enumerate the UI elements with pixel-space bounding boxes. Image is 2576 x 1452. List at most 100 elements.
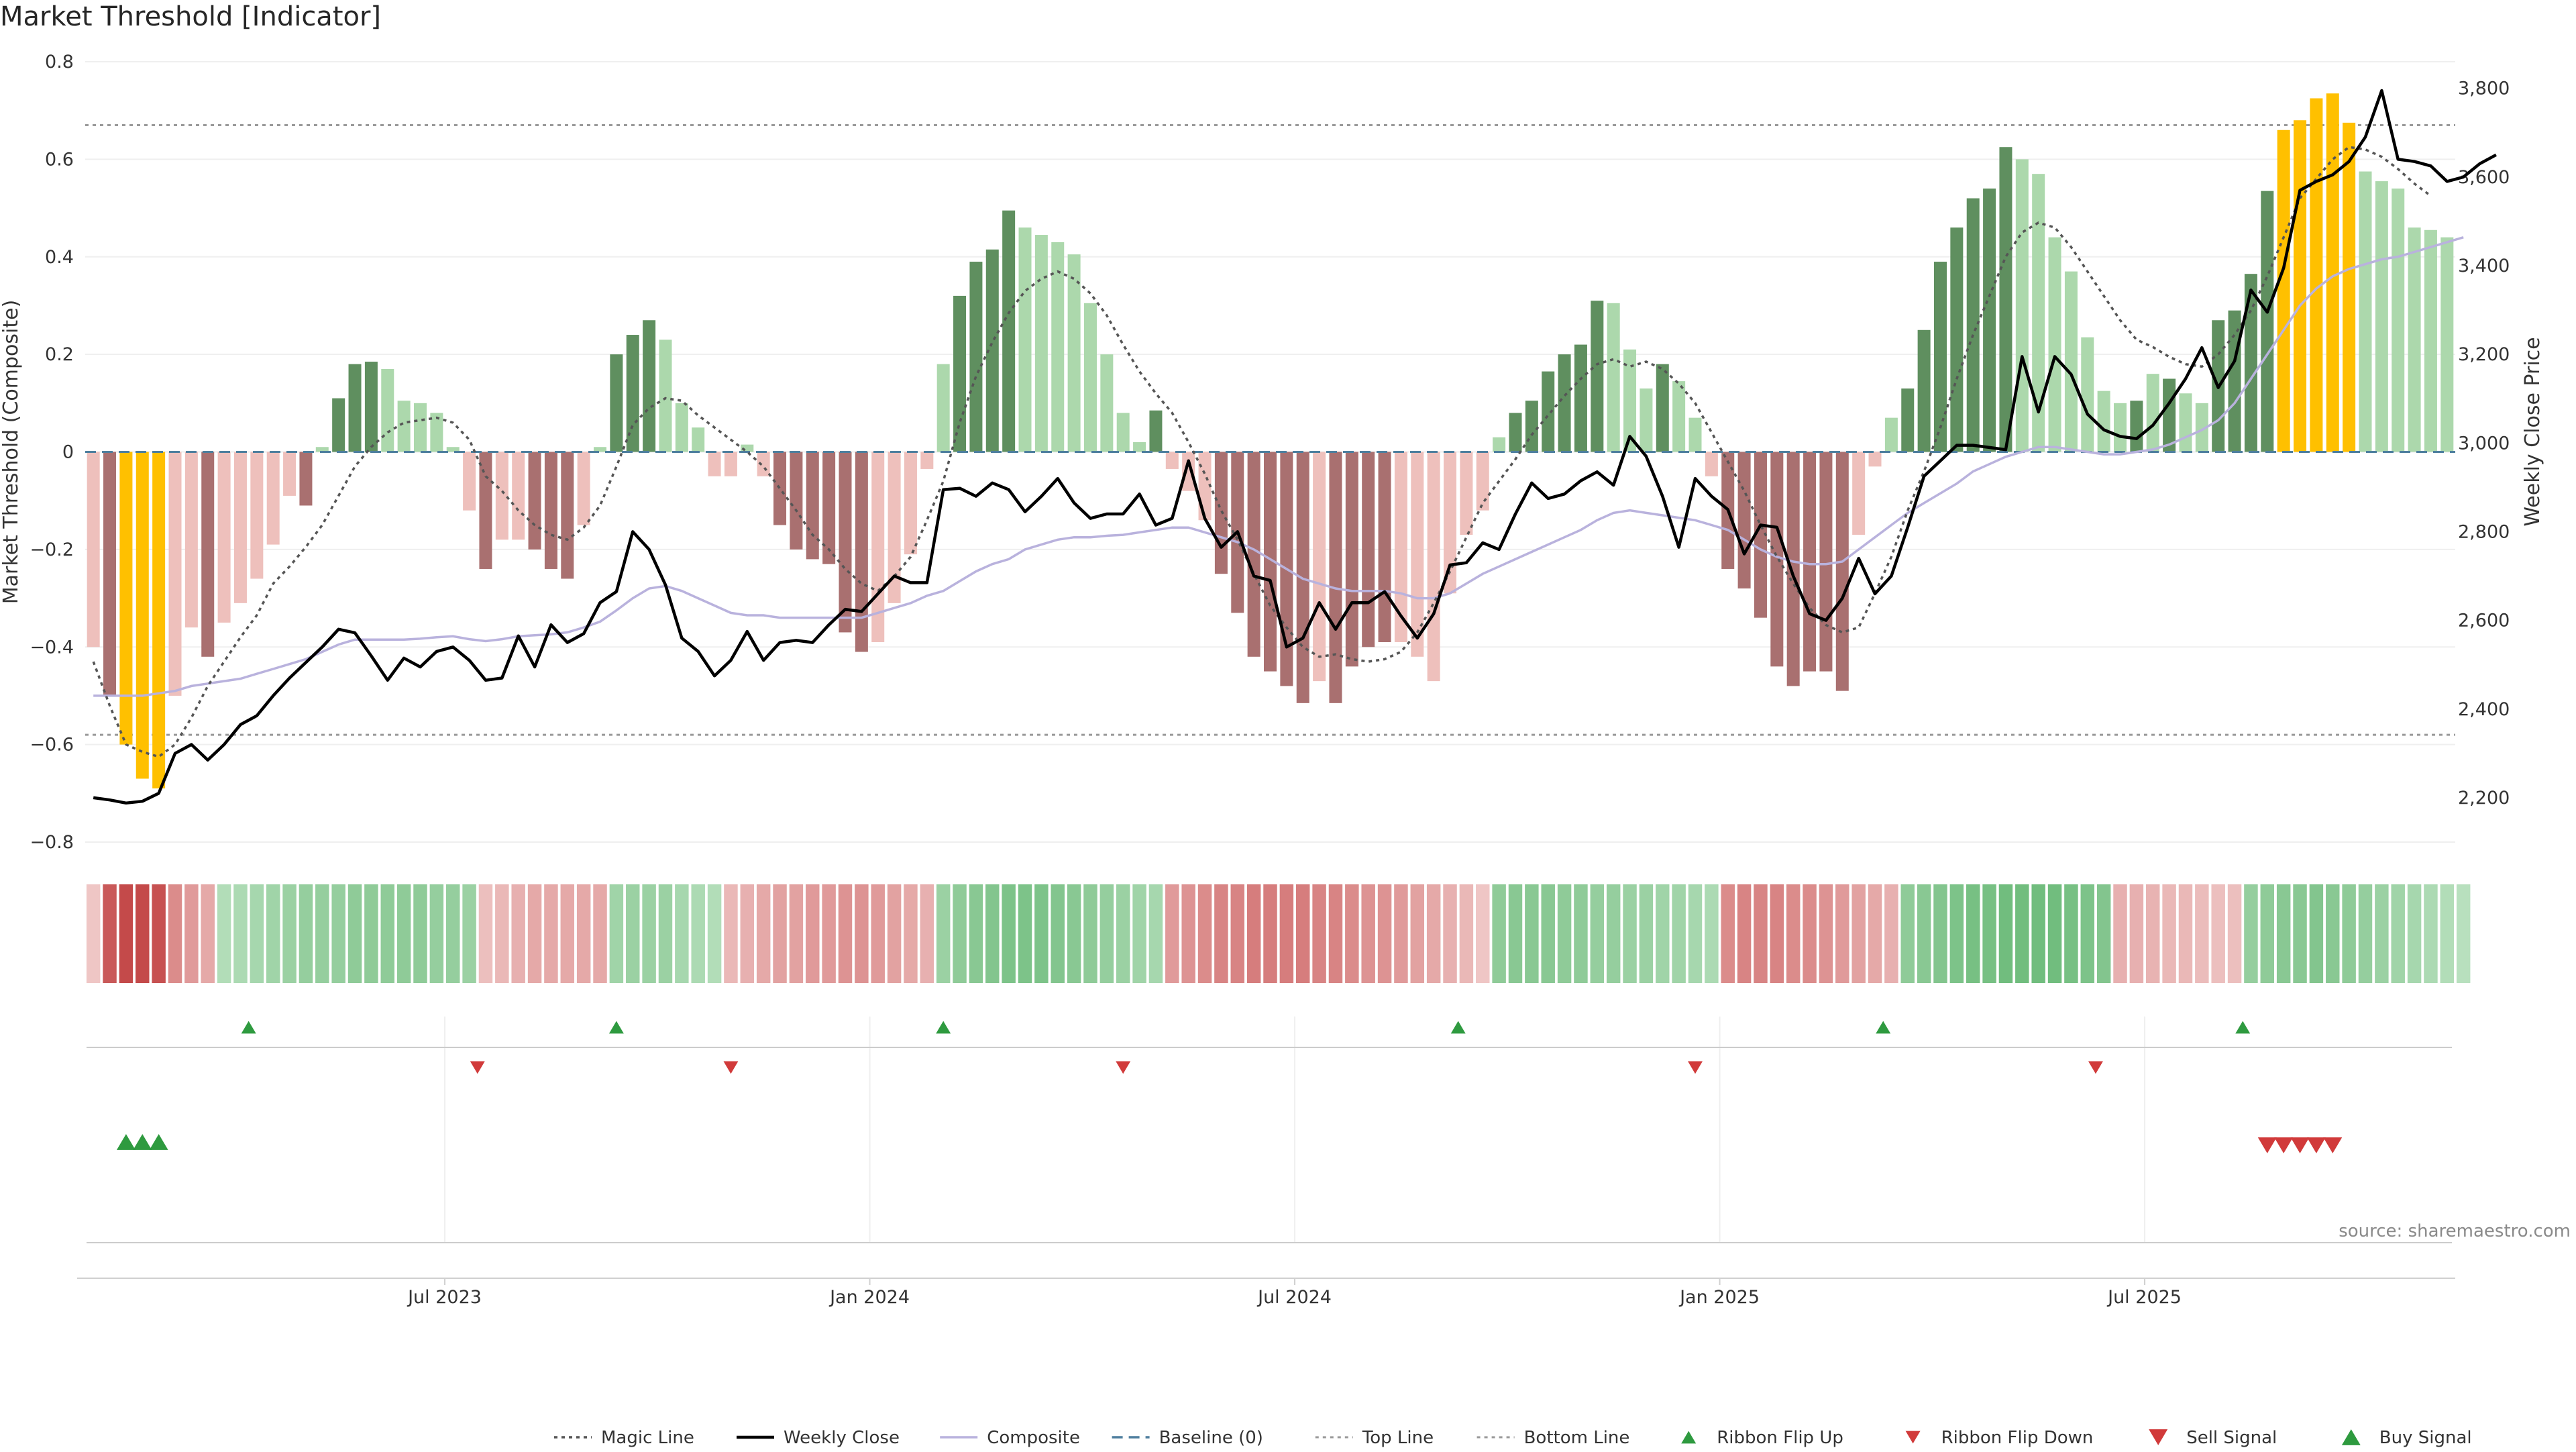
ribbon-cell <box>658 884 673 983</box>
ribbon-cell <box>1263 884 1277 983</box>
ribbon-cell <box>1949 884 1964 983</box>
bar <box>1214 452 1228 574</box>
sell-signal-marker <box>2257 1137 2277 1153</box>
ribbon-cell <box>2227 884 2242 983</box>
ribbon-cell <box>2162 884 2176 983</box>
bar <box>1116 413 1130 452</box>
ribbon-cell <box>822 884 836 983</box>
bar <box>184 452 198 628</box>
ribbon-cell <box>838 884 853 983</box>
ribbon-cell <box>2276 884 2291 983</box>
ribbon-cell <box>396 884 411 983</box>
ribbon-cell <box>1246 884 1261 983</box>
weekly-close-line <box>93 89 2497 805</box>
bar <box>969 262 983 452</box>
ribbon-cell <box>675 884 689 983</box>
left-axis-label: Market Threshold (Composite) <box>0 300 23 605</box>
legend-swatch-sell <box>2149 1429 2168 1445</box>
bar <box>643 320 656 452</box>
ribbon-flip-up-marker <box>608 1021 624 1034</box>
bar <box>348 364 362 452</box>
bar <box>1933 262 1947 452</box>
ribbon-cell <box>1672 884 1686 983</box>
bar <box>1901 388 1915 452</box>
ribbon-cell <box>1786 884 1801 983</box>
ribbon-cell <box>985 884 1000 983</box>
ribbon-cell <box>593 884 607 983</box>
right-axis-label: Weekly Close Price <box>2521 337 2544 526</box>
ribbon-cell <box>1214 884 1228 983</box>
ribbon-cell <box>168 884 182 983</box>
ribbon-cell <box>1410 884 1425 983</box>
right-tick-label: 3,200 <box>2458 344 2510 365</box>
bar <box>217 452 231 623</box>
legend-swatch-flip_up <box>1681 1431 1697 1444</box>
bar <box>152 452 166 789</box>
bar <box>332 398 345 452</box>
buy-signal-marker <box>116 1134 136 1150</box>
right-tick-label: 2,800 <box>2458 521 2510 542</box>
right-tick-label: 2,600 <box>2458 611 2510 631</box>
bar <box>479 452 492 569</box>
ribbon-cell <box>1803 884 1817 983</box>
legend-label: Ribbon Flip Up <box>1717 1428 1843 1448</box>
ribbon-cell <box>1933 884 1947 983</box>
bar <box>1558 354 1571 452</box>
ribbon-cell <box>2309 884 2324 983</box>
ribbon-cell <box>1819 884 1833 983</box>
ribbon-cell <box>103 884 117 983</box>
ribbon-cell <box>299 884 313 983</box>
ribbon-cell <box>1754 884 1768 983</box>
bar <box>822 452 836 564</box>
ribbon-cell <box>136 884 150 983</box>
bar <box>1884 417 1898 452</box>
ribbon-cell <box>1443 884 1457 983</box>
buy-signal-marker <box>133 1134 152 1150</box>
ribbon-cell <box>2064 884 2078 983</box>
ribbon-cell <box>2178 884 2193 983</box>
ribbon-cell <box>1525 884 1539 983</box>
bar <box>1640 388 1653 452</box>
ribbon-cell <box>1884 884 1898 983</box>
ribbon-cell <box>1998 884 2013 983</box>
ribbon-cell <box>1541 884 1555 983</box>
bar <box>2359 171 2372 452</box>
bar <box>463 452 476 511</box>
ribbon-cell <box>1508 884 1523 983</box>
bar <box>2064 271 2078 452</box>
magic-line <box>92 146 2432 758</box>
source-text: source: sharemaestro.com <box>2339 1221 2571 1241</box>
bar <box>1770 452 1784 667</box>
bar <box>1034 235 1048 452</box>
ribbon-cell <box>364 884 378 983</box>
source-note: source: sharemaestro.com <box>0 1221 2576 1241</box>
bar <box>2015 159 2029 452</box>
ribbon-cell <box>773 884 787 983</box>
bar <box>675 403 688 452</box>
legend-label: Composite <box>987 1428 1080 1448</box>
bar <box>381 368 394 452</box>
ribbon-cell <box>626 884 640 983</box>
legend-label: Buy Signal <box>2379 1428 2472 1448</box>
bar <box>2114 403 2127 452</box>
ribbon-cell <box>1688 884 1703 983</box>
bar <box>2195 403 2208 452</box>
ribbon-cell <box>315 884 329 983</box>
bar <box>773 452 787 525</box>
ribbon-cell <box>740 884 755 983</box>
bar <box>1509 413 1522 452</box>
bar <box>1149 410 1163 452</box>
legend-label: Sell Signal <box>2186 1428 2277 1448</box>
x-tick-label: Jan 2024 <box>828 1287 910 1308</box>
ribbon-cell <box>1492 884 1506 983</box>
legend-label: Bottom Line <box>1524 1428 1630 1448</box>
ribbon-cell <box>1835 884 1849 983</box>
bar <box>2146 374 2159 452</box>
ribbon-cell <box>1116 884 1130 983</box>
bar <box>1574 344 1587 452</box>
ribbon-cell <box>152 884 166 983</box>
bar <box>1133 442 1146 452</box>
bar <box>1100 354 1114 452</box>
ribbon-cell <box>2358 884 2373 983</box>
bar <box>266 452 280 545</box>
